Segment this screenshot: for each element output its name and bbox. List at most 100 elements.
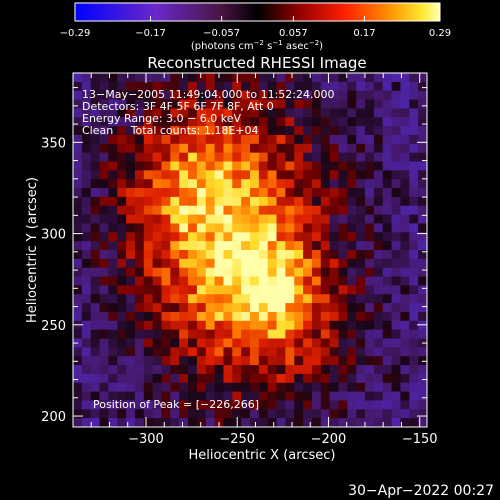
heatmap-cell (90, 223, 100, 233)
heatmap-cell (232, 188, 242, 198)
heatmap-cell (126, 276, 136, 286)
heatmap-cell (391, 258, 401, 269)
heatmap-cell (196, 179, 207, 189)
heatmap-cell (391, 196, 401, 207)
heatmap-cell (188, 214, 198, 224)
heatmap-cell (320, 117, 331, 127)
heatmap-cell (400, 365, 410, 375)
heatmap-cell (250, 365, 260, 375)
heatmap-cell (170, 329, 180, 339)
heatmap-cell (223, 267, 233, 277)
heatmap-cell (161, 90, 171, 100)
heatmap-cell (400, 382, 410, 392)
heatmap-cell (152, 90, 162, 100)
heatmap-cell (400, 196, 410, 207)
heatmap-cell (356, 258, 366, 269)
heatmap-cell (205, 338, 215, 348)
heatmap-cell (196, 126, 207, 136)
heatmap-cell (179, 188, 189, 198)
heatmap-cell (143, 418, 154, 427)
heatmap-cell (418, 373, 427, 384)
heatmap-cell (134, 205, 145, 215)
heatmap-cell (241, 418, 251, 427)
heatmap-cell (214, 250, 224, 260)
heatmap-cell (347, 250, 357, 260)
x-tick-label: −300 (128, 432, 164, 447)
heatmap-cell (418, 382, 427, 392)
heatmap-cell (152, 214, 162, 224)
heatmap-cell (320, 285, 331, 295)
heatmap-cell (391, 205, 401, 215)
heatmap-cell (294, 311, 304, 322)
heatmap-cell (338, 329, 348, 339)
heatmap-cell (303, 214, 313, 224)
heatmap-cell (196, 391, 207, 401)
heatmap-cell (258, 134, 269, 145)
heatmap-cell (267, 196, 277, 207)
heatmap-cell (320, 250, 331, 260)
heatmap-cell (196, 196, 207, 207)
heatmap-cell (294, 81, 304, 92)
heatmap-cell (258, 303, 269, 313)
heatmap-cell (285, 418, 295, 427)
heatmap-cell (409, 373, 419, 384)
heatmap-cell (108, 223, 118, 233)
heatmap-cell (73, 258, 83, 269)
heatmap-cell (250, 108, 260, 118)
heatmap-cell (311, 108, 322, 118)
heatmap-cell (170, 373, 180, 384)
heatmap-cell (285, 152, 295, 162)
heatmap-cell (276, 294, 286, 304)
heatmap-cell (276, 382, 286, 392)
heatmap-cell (365, 285, 375, 295)
heatmap-cell (329, 188, 339, 198)
heatmap-cell (179, 258, 189, 269)
heatmap-cell (232, 223, 242, 233)
heatmap-cell (365, 99, 375, 109)
heatmap-cell (294, 205, 304, 215)
heatmap-cell (241, 382, 251, 392)
heatmap-cell (223, 356, 233, 366)
heatmap-cell (223, 285, 233, 295)
heatmap-cell (108, 400, 118, 410)
heatmap-cell (223, 117, 233, 127)
heatmap-cell (241, 294, 251, 304)
heatmap-cell (356, 170, 366, 180)
heatmap-cell (250, 382, 260, 392)
heatmap-cell (232, 117, 242, 127)
heatmap-cell (108, 250, 118, 260)
heatmap-cell (347, 188, 357, 198)
heatmap-cell (108, 99, 118, 109)
heatmap-cell (81, 356, 92, 366)
heatmap-cell (73, 196, 83, 207)
heatmap-cell (99, 188, 109, 198)
heatmap-cell (241, 143, 251, 154)
heatmap-cell (373, 391, 384, 401)
heatmap-cell (409, 303, 419, 313)
heatmap-cell (258, 90, 269, 100)
heatmap-cell (311, 170, 322, 180)
heatmap-cell (391, 276, 401, 286)
heatmap-cell (241, 285, 251, 295)
heatmap-cell (232, 108, 242, 118)
heatmap-cell (214, 338, 224, 348)
heatmap-cell (400, 152, 410, 162)
heatmap-cell (170, 311, 180, 322)
heatmap-cell (373, 276, 384, 286)
heatmap-cell (179, 391, 189, 401)
heatmap-cell (303, 250, 313, 260)
heatmap-cell (285, 134, 295, 145)
heatmap-cell (126, 205, 136, 215)
heatmap-cell (241, 276, 251, 286)
heatmap-cell (126, 170, 136, 180)
x-tick-label: −200 (311, 432, 347, 447)
heatmap-cell (267, 418, 277, 427)
heatmap-cell (73, 241, 83, 251)
heatmap-cell (365, 250, 375, 260)
heatmap-cell (143, 382, 154, 392)
heatmap-cell (400, 329, 410, 339)
heatmap-cell (258, 356, 269, 366)
heatmap-cell (329, 241, 339, 251)
heatmap-cell (81, 117, 92, 127)
